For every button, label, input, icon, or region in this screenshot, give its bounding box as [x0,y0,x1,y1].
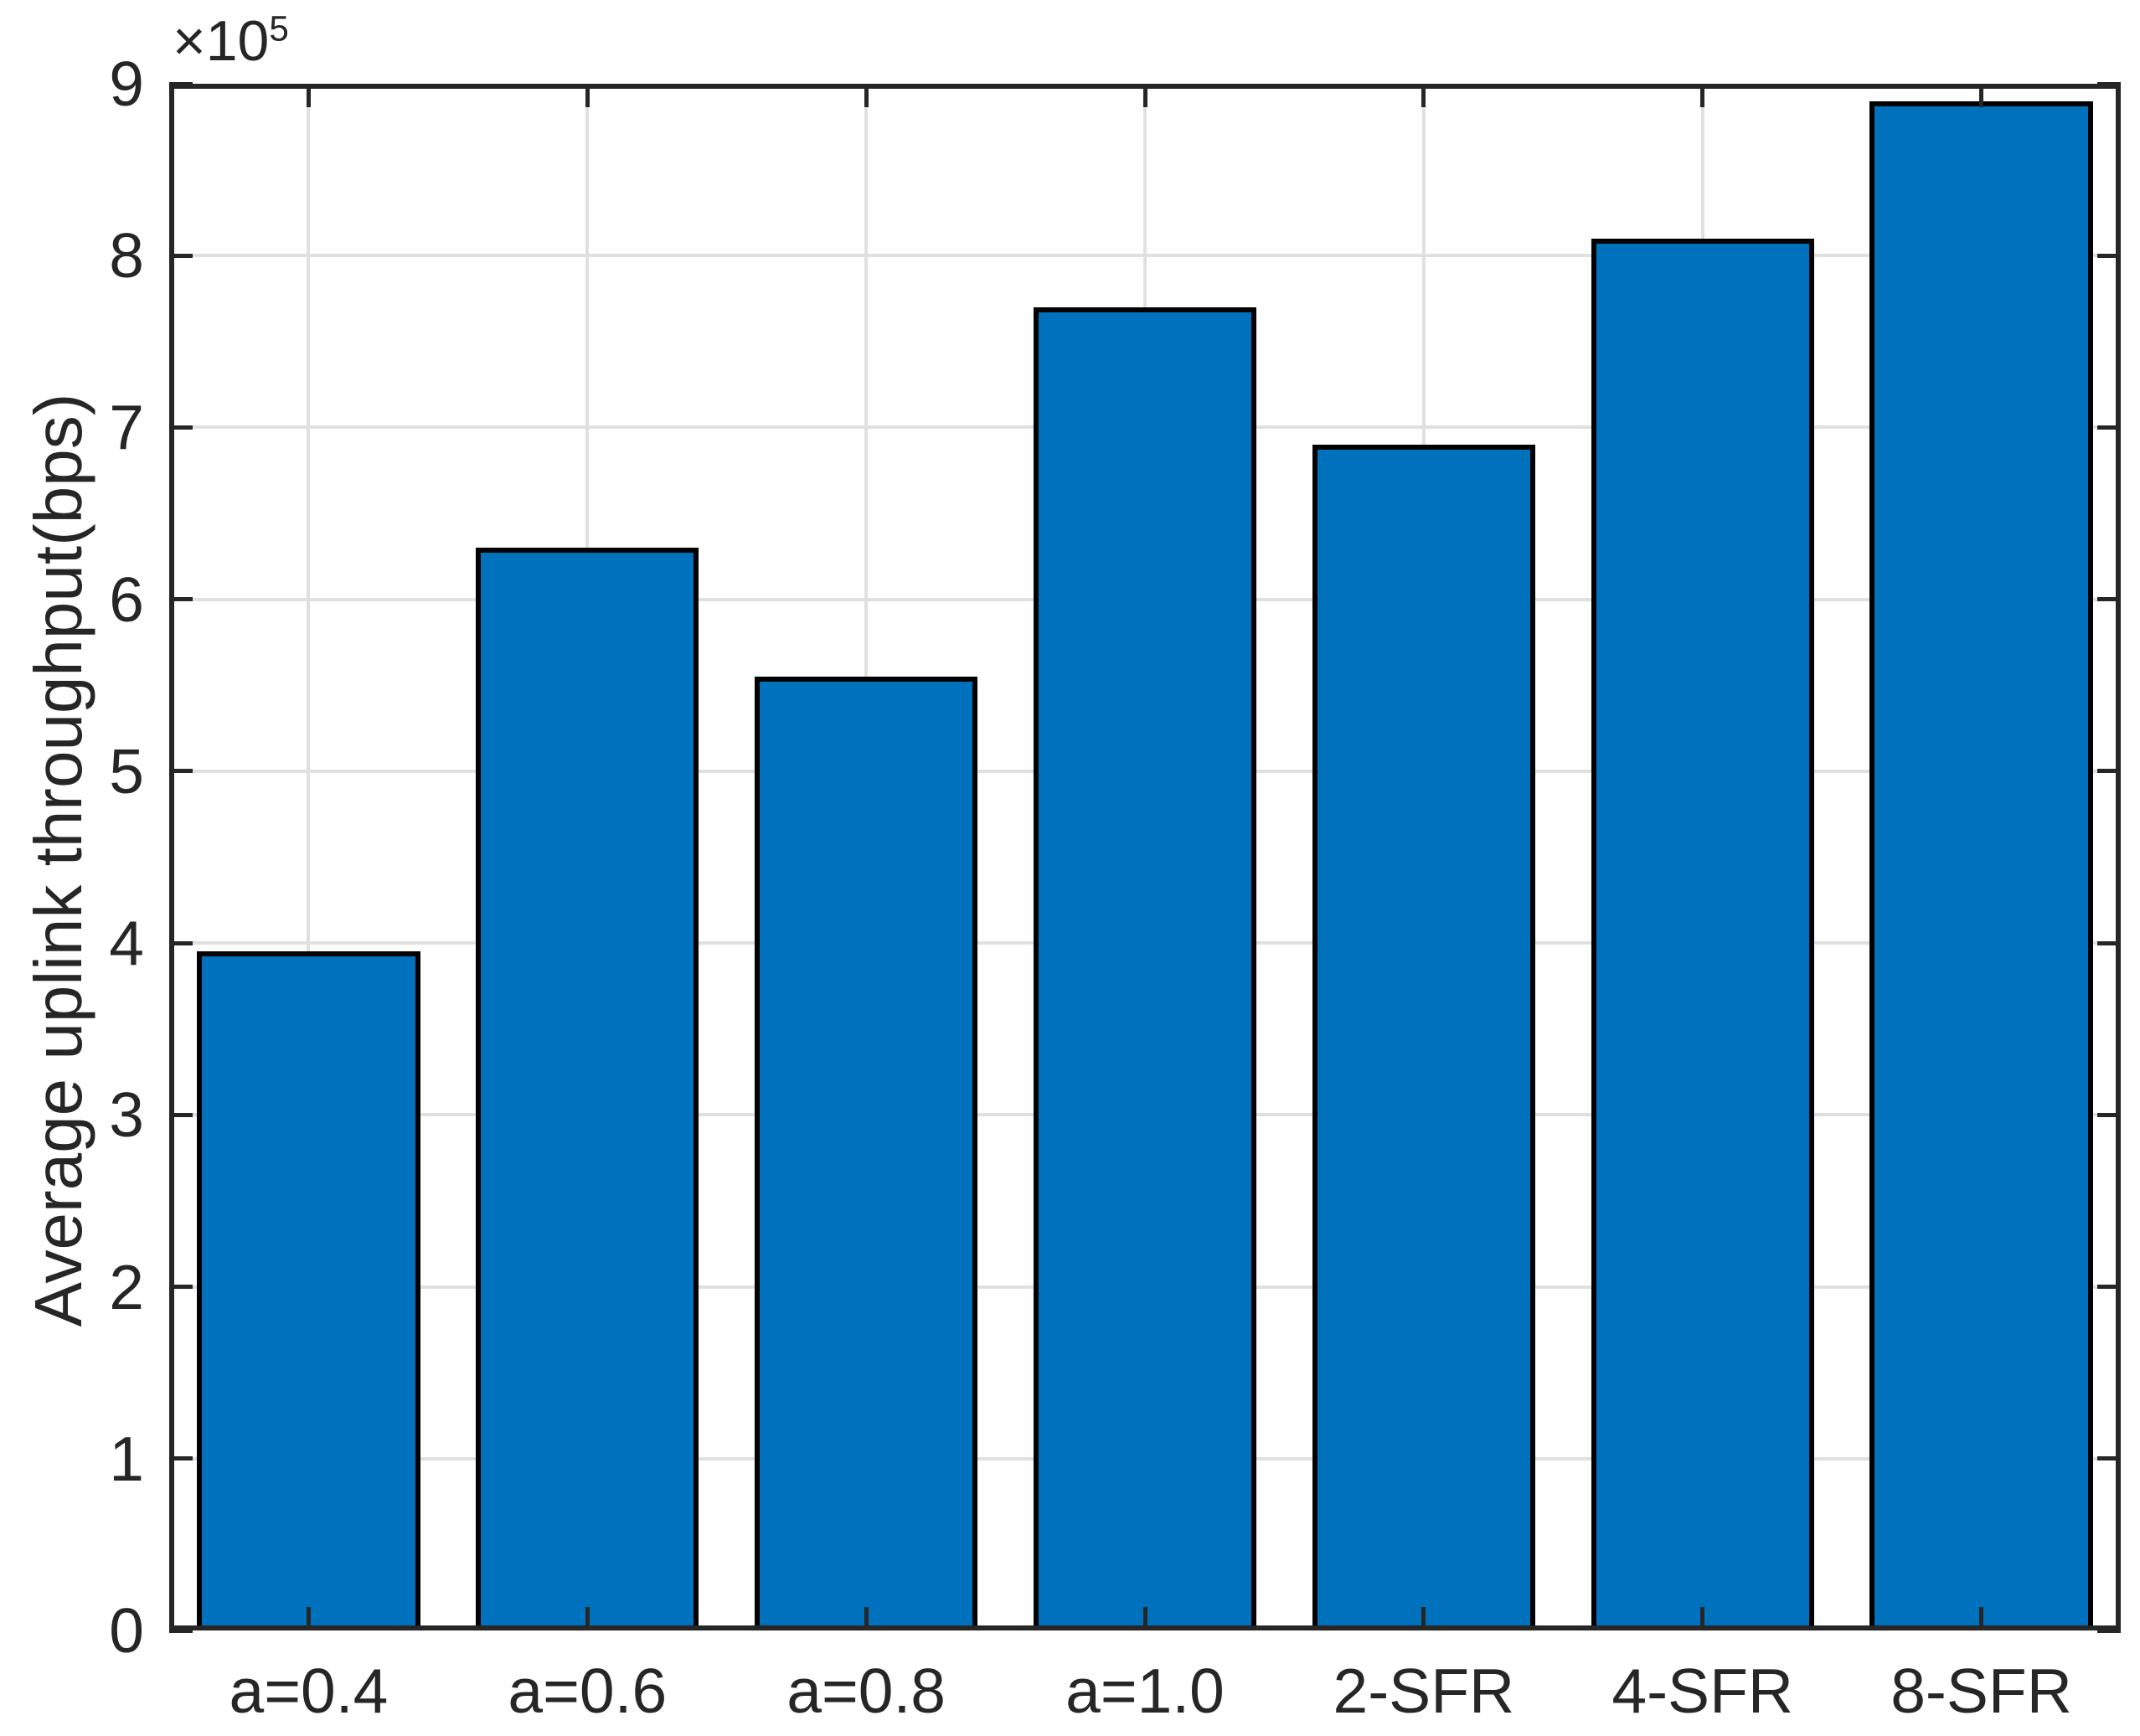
x-tick-label: a=0.4 [229,1656,389,1726]
y-tick-label: 2 [109,1251,144,1322]
y-tick-mark [169,940,193,945]
bar [1869,100,2093,1630]
y-tick-mark [2097,940,2121,945]
y-tick-mark [169,1456,193,1461]
x-tick-mark [585,1607,590,1630]
y-tick-label: 3 [109,1079,144,1151]
x-tick-mark [1421,1607,1426,1630]
x-tick-mark [1979,84,1984,107]
x-tick-mark [585,84,590,107]
x-tick-mark [306,1607,311,1630]
x-tick-mark [1142,84,1147,107]
bar [1591,238,1814,1630]
y-tick-mark [2097,253,2121,258]
x-tick-label: a=0.8 [786,1656,946,1726]
y-tick-mark [2097,1456,2121,1461]
y-tick-label: 4 [109,908,144,979]
bar [197,951,420,1630]
y-tick-mark [2097,597,2121,602]
y-tick-mark [169,1628,193,1633]
y-tick-mark [169,597,193,602]
y-tick-mark [2097,81,2121,86]
offset-exponent-text: 5 [269,8,289,49]
x-tick-label: 2-SFR [1333,1656,1515,1726]
vertical-gridline [307,84,311,1630]
bars-layer [169,84,2121,1630]
bar [1312,444,1535,1630]
x-tick-mark [306,84,311,107]
x-tick-mark [864,1607,869,1630]
y-tick-mark [169,425,193,430]
x-tick-label: a=0.6 [508,1656,668,1726]
y-tick-mark [169,1285,193,1290]
y-tick-label: 9 [109,49,144,119]
y-tick-label: 6 [109,564,144,635]
y-tick-label: 1 [109,1423,144,1494]
y-tick-label: 0 [109,1595,144,1666]
x-tick-mark [1700,1607,1705,1630]
x-tick-mark [1979,1607,1984,1630]
bar [476,548,699,1630]
plot-area [169,81,2121,1633]
y-tick-label: 5 [109,735,144,806]
x-tick-mark [1421,84,1426,107]
y-tick-mark [2097,425,2121,430]
y-tick-mark [2097,1112,2121,1117]
y-axis-exponent-offset: ×105 [173,5,289,77]
y-tick-mark [2097,769,2121,774]
y-tick-mark [169,253,193,258]
x-tick-label: 8-SFR [1890,1656,2072,1726]
tick-marks-layer [169,81,2121,1633]
x-tick-mark [1700,84,1705,107]
y-tick-mark [2097,1628,2121,1633]
x-tick-label: 4-SFR [1611,1656,1794,1726]
offset-base-text: ×10 [173,9,270,73]
x-tick-mark [1142,1607,1147,1630]
y-tick-mark [2097,1285,2121,1290]
x-tick-mark [864,84,869,107]
y-tick-label: 7 [109,392,144,463]
x-tick-label: a=1.0 [1065,1656,1225,1726]
y-tick-mark [169,1112,193,1117]
y-tick-mark [169,81,193,86]
y-tick-mark [169,769,193,774]
y-tick-label: 8 [109,220,144,291]
